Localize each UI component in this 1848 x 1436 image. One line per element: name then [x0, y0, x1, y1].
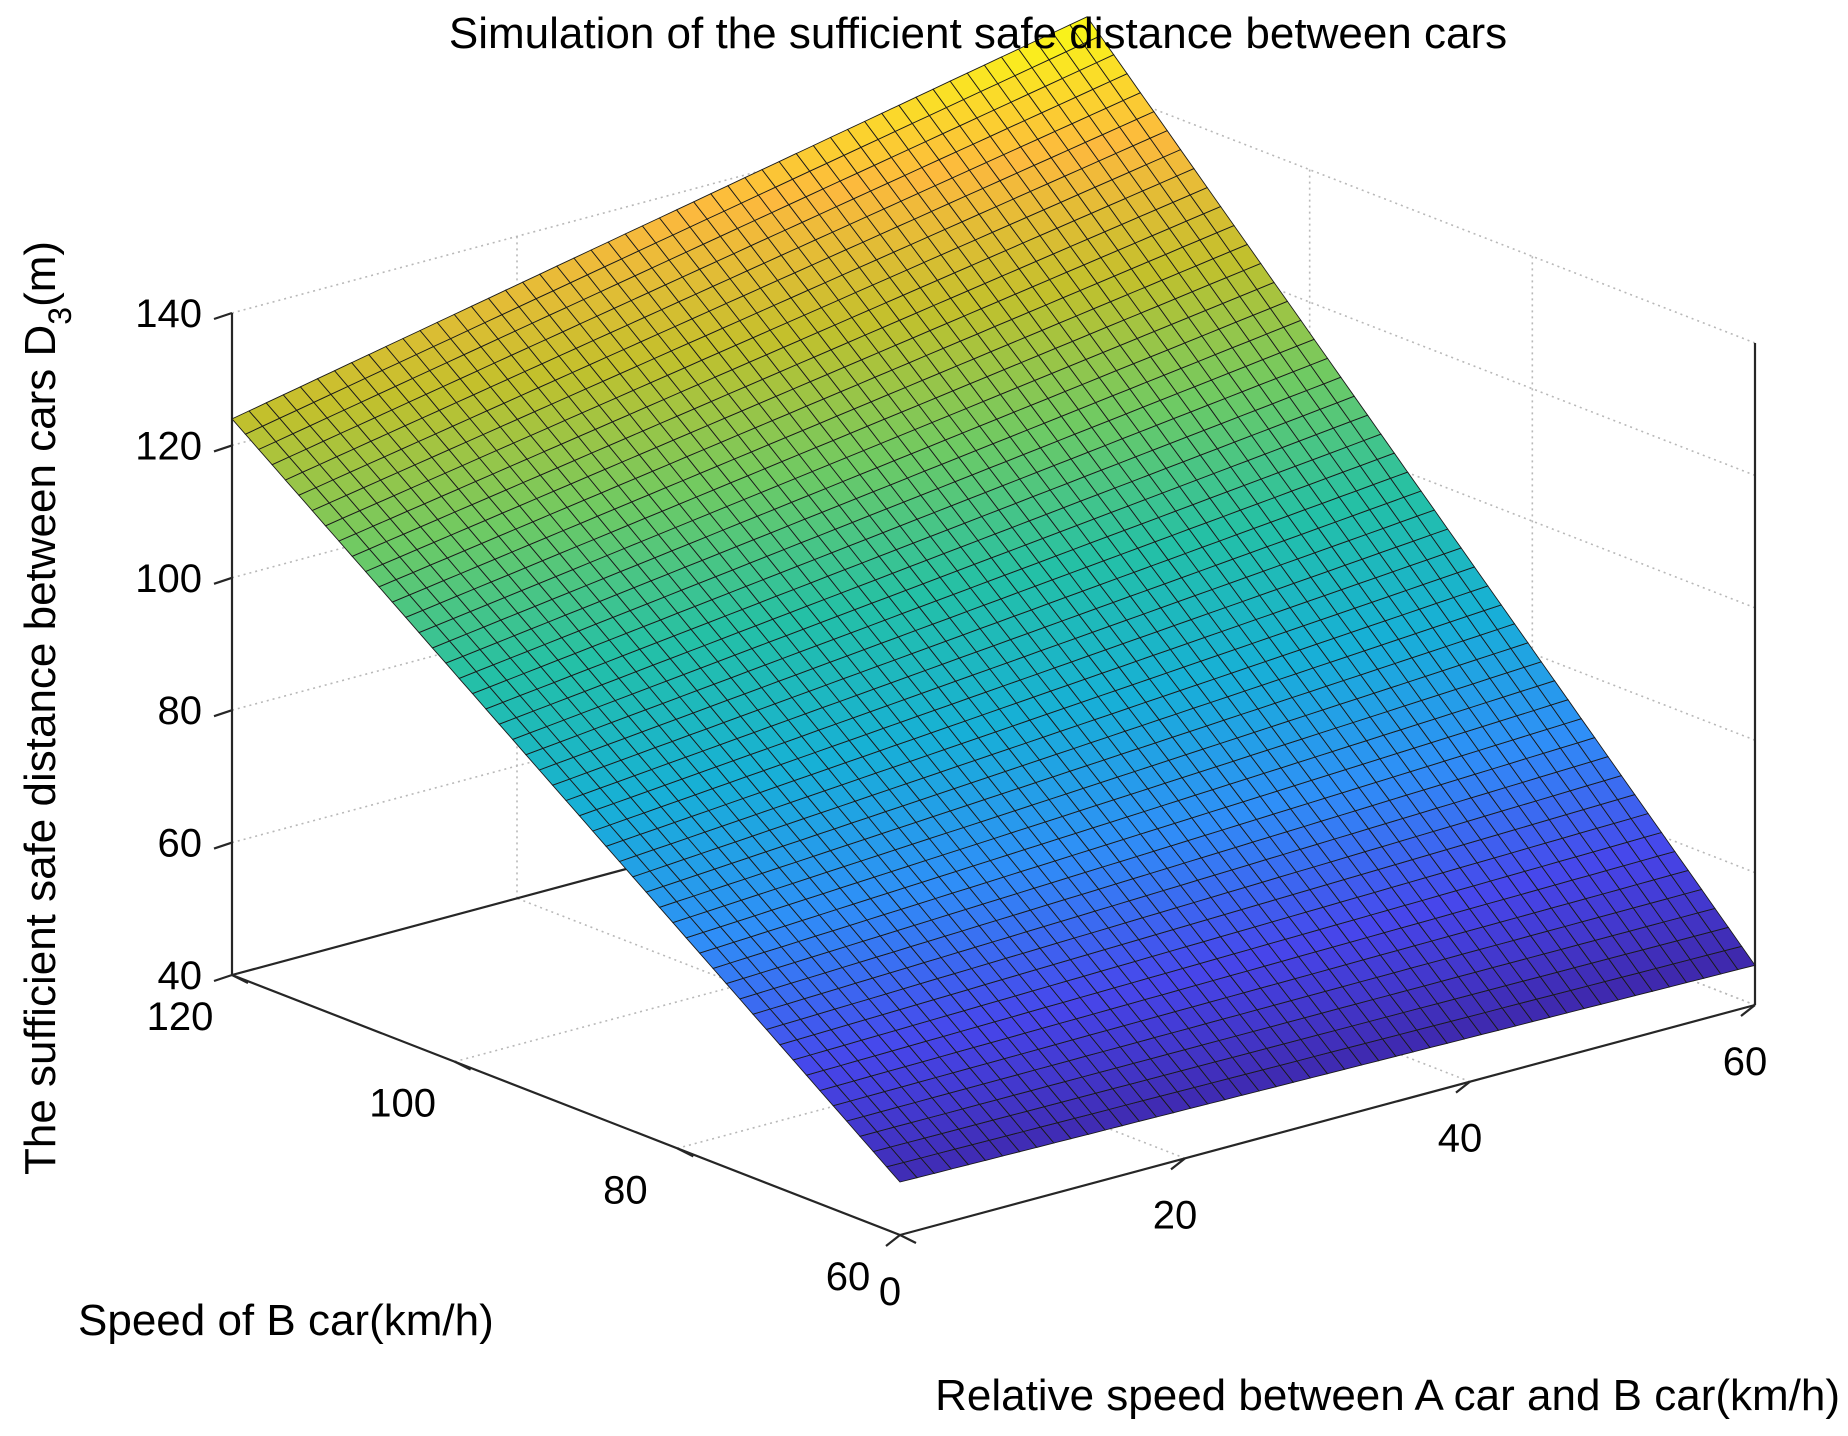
y-tick-label: 80: [603, 1168, 648, 1212]
x-tick-label: 60: [1723, 1040, 1768, 1084]
z-tick-mark: [213, 973, 233, 983]
y-tick-mark: [899, 1234, 917, 1244]
y-tick-label: 120: [147, 995, 214, 1039]
z-tick-label: 60: [158, 822, 203, 866]
x-axis-label: Relative speed between A car and B car(k…: [935, 1371, 1840, 1420]
z-tick-mark: [213, 444, 233, 453]
y-tick-label: 100: [369, 1082, 436, 1126]
y-axis-label: Speed of B car(km/h): [78, 1296, 494, 1345]
z-tick-mark: [213, 311, 233, 321]
y-tick-mark: [676, 1147, 694, 1158]
surface-patch: [1069, 16, 1102, 45]
x-tick-label: 40: [1438, 1117, 1483, 1161]
x-tick-mark: [885, 1234, 901, 1247]
surface: [231, 16, 1756, 1183]
z-tick-label: 40: [158, 954, 203, 998]
x-tick-mark: [1455, 1080, 1471, 1094]
x-tick-label: 20: [1153, 1193, 1198, 1237]
z-tick-label: 120: [135, 424, 202, 468]
z-tick-mark: [213, 841, 233, 850]
y-axis-line: [231, 973, 901, 1237]
y-tick-mark: [231, 974, 249, 984]
x-tick-label: 0: [879, 1270, 901, 1314]
x-tick-mark: [1170, 1157, 1186, 1171]
z-tick-mark: [213, 709, 233, 718]
y-tick-mark: [454, 1060, 472, 1071]
z-tick-label: 80: [158, 689, 203, 733]
y-tick-label: 60: [826, 1255, 871, 1299]
z-tick-label: 100: [135, 557, 202, 601]
chart-title: Simulation of the sufficient safe distan…: [449, 9, 1507, 58]
x-tick-mark: [1740, 1004, 1756, 1017]
z-tick-mark: [213, 576, 233, 585]
axis-ticks: 40 60 80 100 120 140 0 20 40 60 60 80 100 120: [135, 292, 1767, 1314]
z-tick-label: 140: [135, 292, 202, 336]
x-axis-line: [899, 1003, 1756, 1237]
z-axis-label: The sufficient safe distance between car…: [16, 241, 78, 1175]
